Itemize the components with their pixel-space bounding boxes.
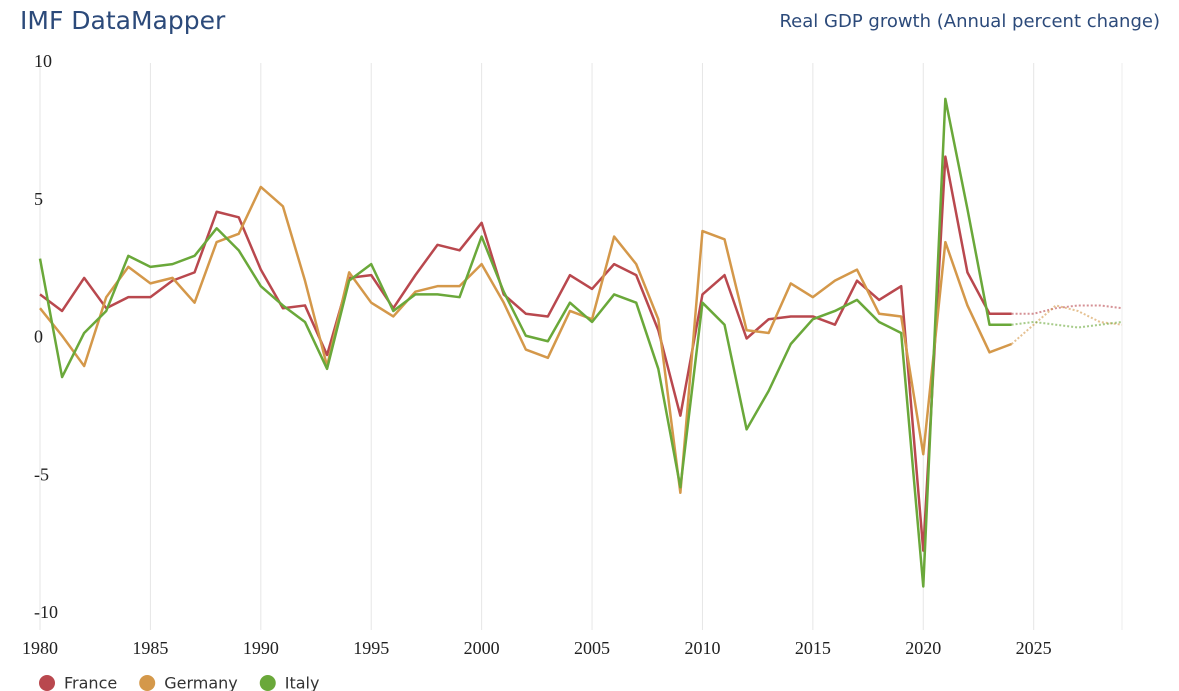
- legend-marker: [259, 675, 276, 691]
- x-tick-label: 2000: [464, 638, 500, 658]
- series-line: [39, 155, 1012, 552]
- x-tick-label: 2015: [795, 638, 831, 658]
- x-tick-label: 1980: [22, 638, 58, 658]
- series-line: [39, 185, 1013, 495]
- chart-subtitle: Real GDP growth (Annual percent change): [779, 11, 1160, 32]
- legend-label: France: [64, 674, 117, 691]
- x-tick-label: 1995: [353, 638, 389, 658]
- series-line: [38, 97, 1012, 588]
- x-tick-label: 1985: [132, 638, 168, 658]
- y-tick-label: 5: [34, 189, 43, 209]
- x-tick-label: 2005: [574, 638, 610, 658]
- projection-line: [1010, 304, 1123, 345]
- legend-label: Germany: [164, 674, 238, 691]
- projection-line: [1011, 320, 1123, 329]
- legend-marker: [39, 675, 55, 691]
- x-tick-label: 2010: [684, 638, 720, 658]
- x-tick-label: 2020: [905, 638, 941, 658]
- y-tick-label: -5: [34, 464, 49, 484]
- y-tick-label: 10: [34, 51, 52, 71]
- y-tick-label: 0: [34, 327, 43, 347]
- legend-label: Italy: [285, 674, 320, 691]
- x-tick-label: 2025: [1016, 638, 1052, 658]
- y-tick-label: -10: [34, 602, 58, 622]
- projection-line: [1011, 304, 1123, 315]
- x-tick-label: 1990: [243, 638, 279, 658]
- chart-title: IMF DataMapper: [20, 6, 226, 35]
- legend-marker: [139, 675, 156, 691]
